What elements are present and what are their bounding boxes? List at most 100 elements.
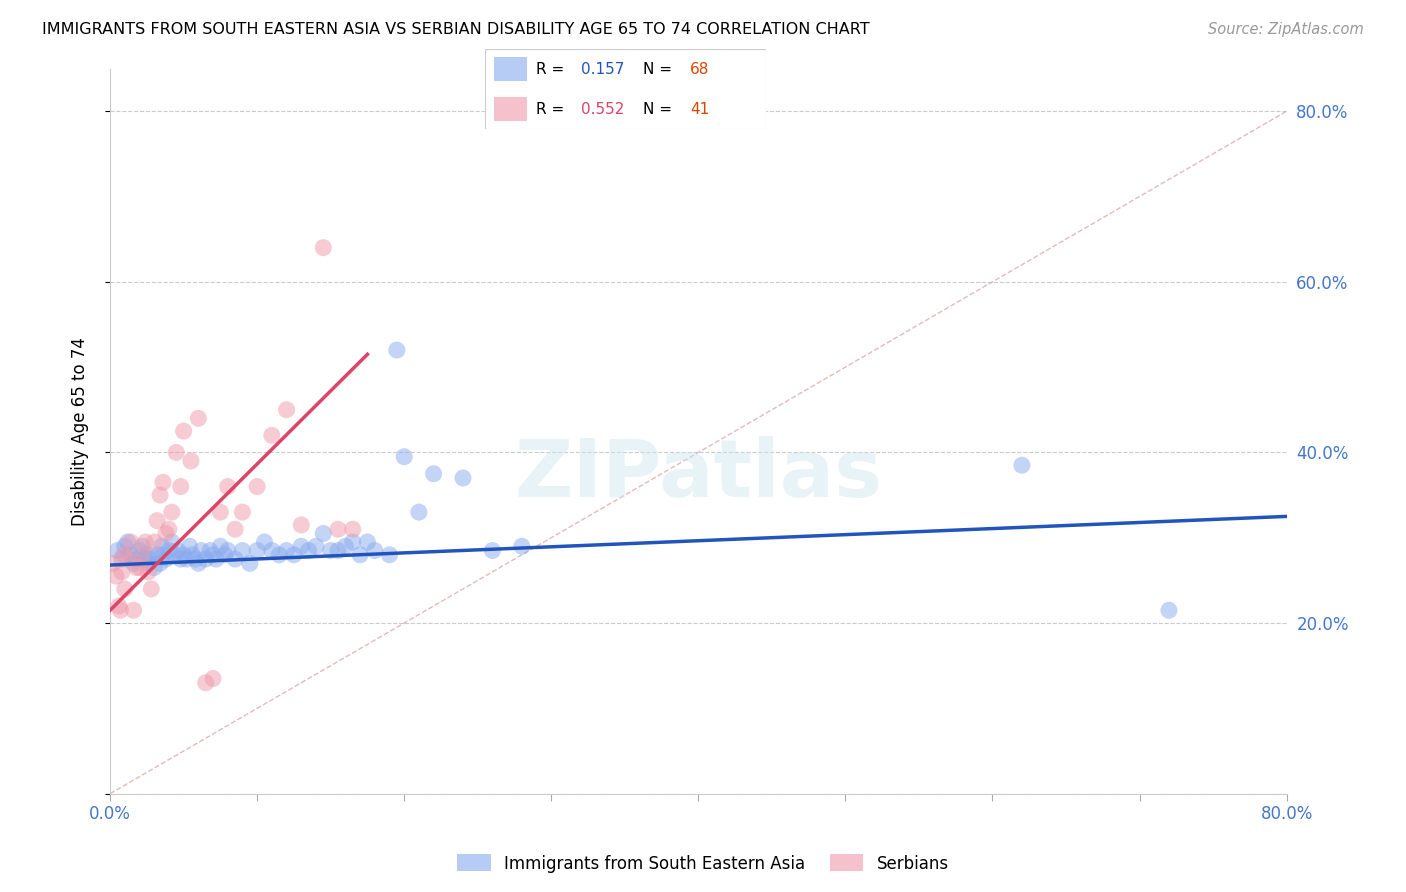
Point [179, 539, 201, 553]
Point [312, 241, 335, 255]
Point [283, 548, 305, 562]
Text: IMMIGRANTS FROM SOUTH EASTERN ASIA VS SERBIAN DISABILITY AGE 65 TO 74 CORRELATIO: IMMIGRANTS FROM SOUTH EASTERN ASIA VS SE… [42, 22, 870, 37]
Point [112, 548, 135, 562]
Point [246, 543, 269, 558]
Point [342, 535, 364, 549]
Point [173, 424, 195, 438]
Point [173, 548, 195, 562]
Text: N =: N = [643, 62, 672, 77]
Point [125, 552, 148, 566]
Point [122, 557, 145, 571]
Point [160, 505, 183, 519]
Point [194, 552, 217, 566]
Legend: Immigrants from South Eastern Asia, Serbians: Immigrants from South Eastern Asia, Serb… [450, 847, 956, 880]
Point [146, 548, 169, 562]
Point [101, 557, 124, 571]
Point [141, 552, 163, 566]
Point [276, 402, 298, 417]
Point [408, 505, 430, 519]
Point [217, 543, 239, 558]
FancyBboxPatch shape [494, 57, 527, 81]
Point [290, 517, 312, 532]
Point [143, 560, 166, 574]
Point [312, 526, 335, 541]
Point [155, 526, 177, 541]
Point [269, 548, 291, 562]
Text: 0.157: 0.157 [581, 62, 624, 77]
Point [481, 543, 503, 558]
Point [120, 548, 142, 562]
Point [364, 543, 387, 558]
Point [155, 552, 177, 566]
Point [128, 543, 150, 558]
Text: 68: 68 [690, 62, 710, 77]
Point [166, 543, 188, 558]
Point [122, 603, 145, 617]
Text: R =: R = [536, 62, 564, 77]
Point [326, 522, 349, 536]
Point [136, 557, 159, 571]
Point [134, 535, 156, 549]
Point [136, 565, 159, 579]
Point [160, 535, 183, 549]
Text: 0.552: 0.552 [581, 102, 624, 117]
Point [150, 539, 173, 553]
Point [194, 675, 217, 690]
Point [125, 560, 148, 574]
Text: N =: N = [643, 102, 672, 117]
Point [260, 543, 283, 558]
Text: R =: R = [536, 102, 564, 117]
Point [146, 514, 169, 528]
Point [149, 488, 172, 502]
Point [131, 548, 153, 562]
Point [422, 467, 444, 481]
Point [169, 479, 191, 493]
Point [246, 479, 269, 493]
Y-axis label: Disability Age 65 to 74: Disability Age 65 to 74 [72, 336, 89, 525]
Point [157, 543, 180, 558]
Point [231, 543, 253, 558]
Point [209, 505, 232, 519]
Point [141, 582, 163, 596]
Point [114, 539, 136, 553]
Point [276, 543, 298, 558]
Point [128, 560, 150, 574]
Point [209, 539, 232, 553]
Point [202, 672, 225, 686]
Point [214, 548, 236, 562]
Point [165, 445, 187, 459]
Point [114, 582, 136, 596]
Point [181, 548, 204, 562]
Point [117, 552, 139, 566]
Point [187, 557, 209, 571]
Text: ZIPatlas: ZIPatlas [515, 435, 883, 514]
Text: 41: 41 [690, 102, 710, 117]
FancyBboxPatch shape [485, 49, 766, 129]
Point [239, 557, 262, 571]
Point [152, 548, 174, 562]
Point [190, 543, 212, 558]
Point [180, 454, 202, 468]
Point [224, 522, 246, 536]
Point [163, 548, 186, 562]
Point [253, 535, 276, 549]
Point [451, 471, 474, 485]
Point [198, 543, 221, 558]
Point [378, 548, 401, 562]
Point [205, 552, 228, 566]
Point [1011, 458, 1033, 473]
Point [217, 479, 239, 493]
Point [305, 539, 328, 553]
Point [510, 539, 533, 553]
Point [135, 548, 157, 562]
Point [143, 535, 166, 549]
Point [385, 343, 408, 357]
Point [157, 522, 180, 536]
Text: Source: ZipAtlas.com: Source: ZipAtlas.com [1208, 22, 1364, 37]
Point [110, 603, 132, 617]
Point [224, 552, 246, 566]
Point [290, 539, 312, 553]
Point [184, 552, 207, 566]
Point [1157, 603, 1180, 617]
Point [335, 539, 357, 553]
